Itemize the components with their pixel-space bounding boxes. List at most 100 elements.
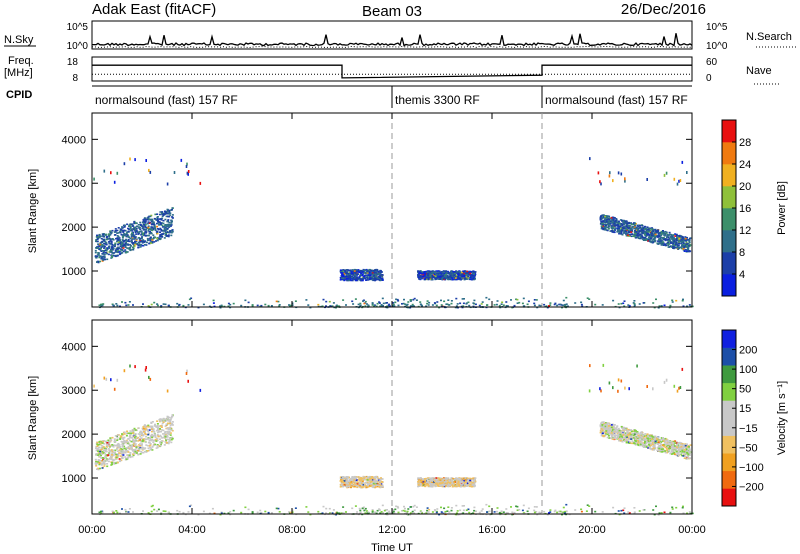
- echo-point: [355, 483, 358, 486]
- echo-point: [100, 303, 102, 306]
- power-data: [93, 157, 694, 309]
- echo-point: [119, 449, 122, 451]
- echo-point: [422, 277, 425, 279]
- echo-point: [149, 228, 152, 231]
- echo-point: [100, 454, 102, 457]
- echo-point: [110, 249, 113, 252]
- echo-point: [455, 270, 458, 272]
- echo-point: [169, 437, 171, 439]
- echo-point: [169, 230, 171, 232]
- echo-point: [516, 302, 519, 304]
- echo-point: [149, 219, 152, 221]
- echo-point: [139, 238, 142, 240]
- echo-point: [649, 232, 652, 235]
- beam-title: Beam 03: [362, 3, 422, 20]
- echo-point: [435, 482, 438, 485]
- echo-point: [340, 275, 343, 277]
- echo-point: [330, 305, 332, 308]
- echo-point: [357, 476, 360, 478]
- echo-point: [128, 454, 131, 457]
- echo-point: [648, 234, 651, 237]
- echo-point: [435, 270, 438, 272]
- echo-point: [149, 446, 152, 449]
- echo-point: [454, 481, 457, 483]
- echo-point: [630, 227, 633, 229]
- echo-point: [403, 298, 405, 301]
- echo-point: [99, 451, 102, 454]
- echo-point: [640, 228, 643, 231]
- echo-point: [115, 444, 117, 447]
- echo-point: [341, 272, 344, 274]
- echo-point: [684, 249, 687, 251]
- echo-point: [150, 242, 152, 244]
- echo-point: [375, 278, 378, 280]
- echo-point: [98, 463, 101, 466]
- echo-point: [456, 306, 459, 309]
- echo-point: [653, 235, 656, 237]
- echo-point: [140, 451, 143, 453]
- echo-point: [133, 245, 136, 248]
- echo-point: [153, 433, 156, 435]
- echo-point: [622, 302, 625, 305]
- echo-point: [645, 235, 648, 238]
- echo-point: [626, 232, 629, 235]
- echo-point: [672, 239, 675, 242]
- echo-point: [431, 485, 434, 488]
- echo-point: [123, 447, 126, 450]
- echo-point: [134, 429, 137, 431]
- echo-point: [149, 236, 152, 239]
- echo-point: [106, 459, 109, 462]
- echo-point: [168, 231, 171, 234]
- echo-point: [426, 302, 429, 305]
- echo-point: [675, 238, 678, 240]
- echo-point: [461, 271, 464, 274]
- echo-point: [680, 238, 683, 241]
- echo-point: [131, 242, 134, 245]
- echo-point: [126, 223, 129, 226]
- echo-point: [474, 477, 477, 479]
- echo-point: [458, 276, 460, 279]
- echo-point: [361, 483, 364, 486]
- echo-point: [346, 476, 349, 479]
- echo-point: [100, 453, 103, 455]
- echo-point: [350, 483, 353, 486]
- echo-point: [358, 482, 361, 484]
- echo-point: [112, 446, 115, 448]
- echo-point: [342, 477, 345, 480]
- echo-point: [349, 477, 352, 480]
- echo-point: [438, 477, 441, 479]
- echo-point: [96, 261, 98, 263]
- echo-point: [97, 468, 100, 471]
- echo-point: [361, 270, 364, 272]
- echo-point: [642, 238, 645, 241]
- echo-point: [682, 298, 684, 301]
- echo-point: [600, 182, 602, 186]
- echo-point: [378, 482, 381, 485]
- echo-point: [374, 270, 377, 272]
- echo-point: [350, 478, 353, 481]
- echo-point: [143, 440, 146, 442]
- echo-point: [456, 270, 459, 273]
- echo-point: [138, 450, 141, 452]
- echo-point: [612, 218, 615, 221]
- echo-point: [450, 302, 453, 305]
- echo-point: [599, 217, 602, 219]
- echo-point: [527, 300, 530, 303]
- echo-point: [97, 237, 99, 239]
- echo-point: [101, 450, 104, 453]
- echo-point: [142, 439, 144, 441]
- echo-point: [646, 234, 649, 236]
- echo-point: [164, 234, 167, 236]
- echo-point: [144, 230, 147, 233]
- echo-point: [361, 278, 364, 280]
- echo-point: [652, 233, 655, 235]
- echo-point: [441, 271, 444, 273]
- echo-point: [97, 261, 100, 264]
- echo-point: [342, 485, 344, 488]
- echo-point: [655, 298, 657, 301]
- echo-point: [357, 271, 360, 273]
- echo-point: [125, 241, 128, 244]
- echo-point: [447, 276, 450, 279]
- echo-point: [684, 243, 687, 245]
- echo-point: [122, 235, 125, 238]
